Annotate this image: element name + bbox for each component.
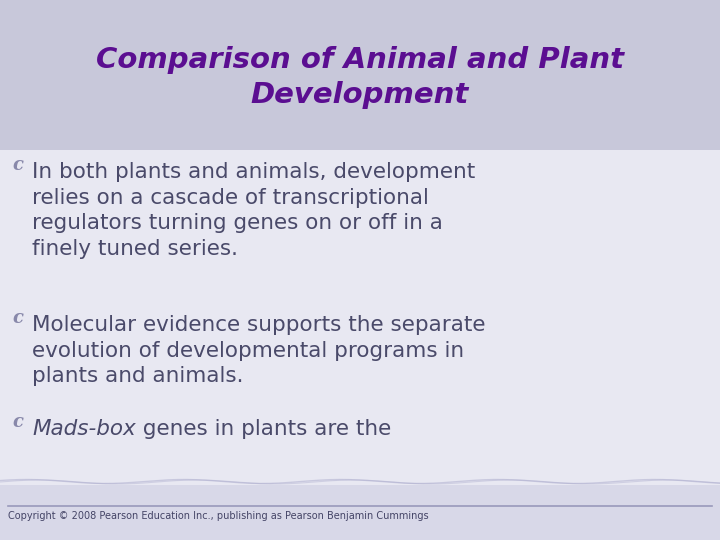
Text: Comparison of Animal and Plant: Comparison of Animal and Plant	[96, 46, 624, 74]
Bar	[0, 485, 720, 540]
Text: Development: Development	[251, 81, 469, 109]
Text: c: c	[12, 413, 24, 431]
Text: Mads-box: Mads-box	[32, 419, 136, 439]
Bar	[0, 0, 720, 150]
Text: Molecular evidence supports the separate
evolution of developmental programs in
: Molecular evidence supports the separate…	[32, 315, 485, 386]
Text: In both plants and animals, development
relies on a cascade of transcriptional
r: In both plants and animals, development …	[32, 162, 475, 259]
Text: genes in plants are the: genes in plants are the	[136, 419, 391, 439]
Text: c: c	[12, 156, 24, 174]
Text: c: c	[12, 309, 24, 327]
Text: Copyright © 2008 Pearson Education Inc., publishing as Pearson Benjamin Cummings: Copyright © 2008 Pearson Education Inc.,…	[8, 511, 428, 521]
